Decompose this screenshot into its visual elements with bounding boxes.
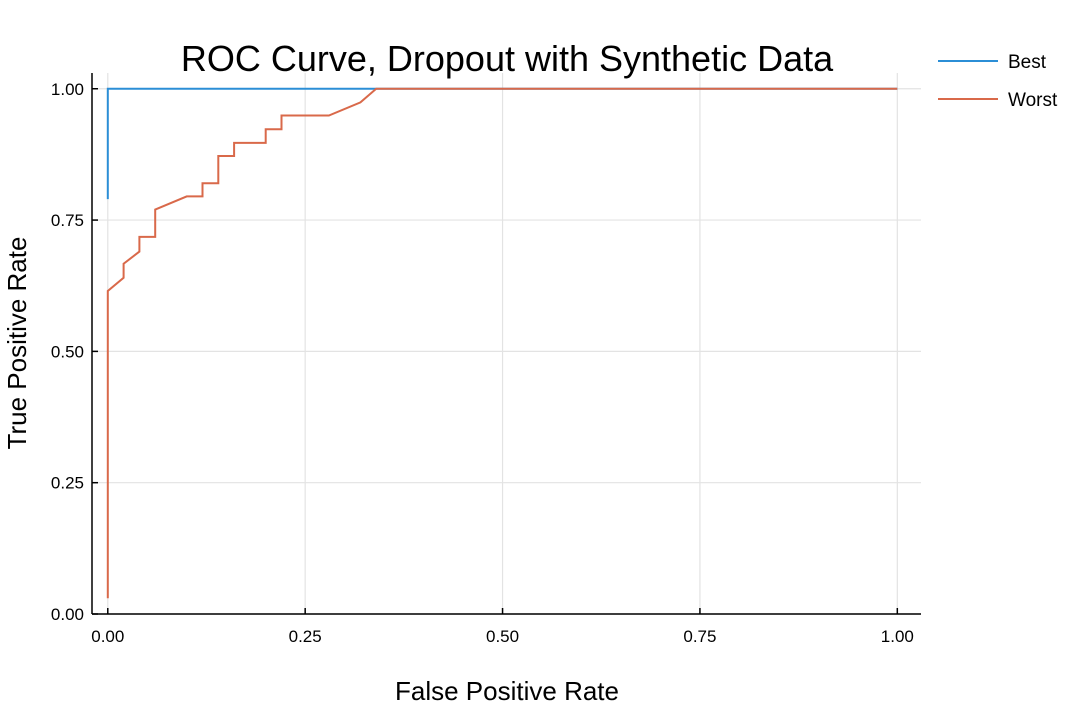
axis-layer: 0.00 0.25 0.50 0.75 1.00 0.00 0.25 0.50 0.75 1.00 bbox=[51, 73, 921, 646]
series-layer bbox=[106, 87, 898, 599]
x-tick-label: 1.00 bbox=[881, 627, 914, 646]
series-line-worst bbox=[106, 87, 898, 599]
legend-label-worst: Worst bbox=[1008, 90, 1058, 111]
x-tick-label: 0.75 bbox=[683, 627, 716, 646]
x-tick-label: 0.50 bbox=[486, 627, 519, 646]
legend: Best Worst bbox=[938, 52, 1058, 111]
x-axis-title: False Positive Rate bbox=[395, 676, 619, 706]
chart-title: ROC Curve, Dropout with Synthetic Data bbox=[181, 38, 834, 79]
y-axis-title: True Positive Rate bbox=[2, 237, 32, 450]
y-tick-label: 0.25 bbox=[51, 474, 84, 493]
y-tick-label: 0.00 bbox=[51, 605, 84, 624]
x-tick-label: 0.00 bbox=[91, 627, 124, 646]
y-tick-label: 0.75 bbox=[51, 211, 84, 230]
legend-label-best: Best bbox=[1008, 52, 1047, 73]
x-tick-label: 0.25 bbox=[289, 627, 322, 646]
y-tick-label: 1.00 bbox=[51, 80, 84, 99]
y-tick-label: 0.50 bbox=[51, 342, 84, 361]
grid-layer bbox=[92, 73, 921, 615]
